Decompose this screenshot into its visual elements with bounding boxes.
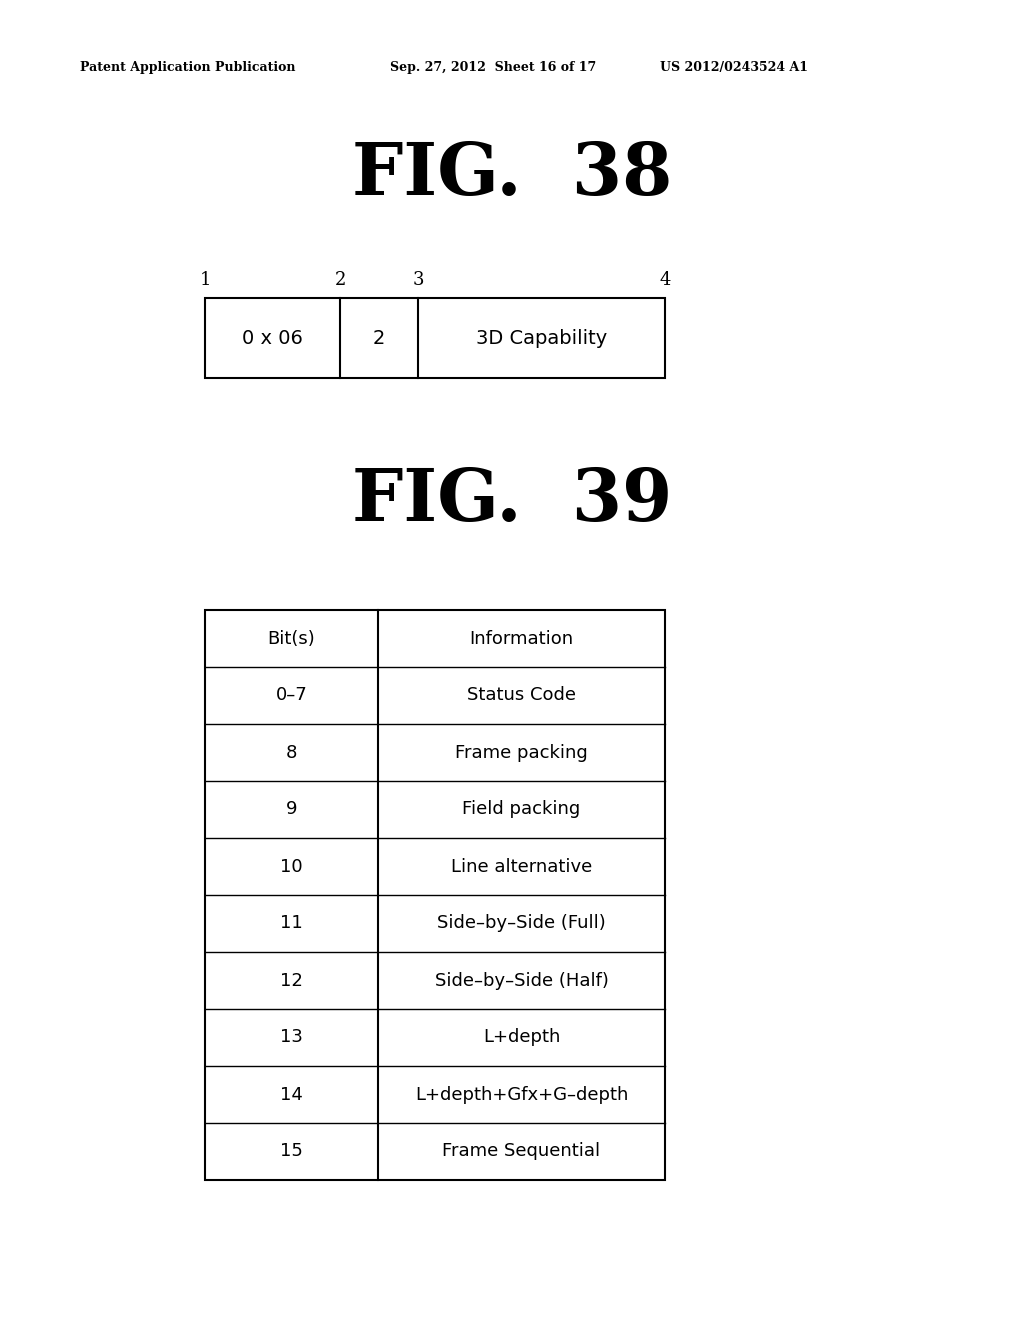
Text: 13: 13 — [280, 1028, 303, 1047]
Text: 2: 2 — [334, 271, 346, 289]
Text: FIG.  38: FIG. 38 — [352, 140, 672, 210]
Text: 3D Capability: 3D Capability — [476, 329, 607, 347]
Text: 10: 10 — [281, 858, 303, 875]
Text: Line alternative: Line alternative — [451, 858, 592, 875]
Text: Field packing: Field packing — [463, 800, 581, 818]
Text: US 2012/0243524 A1: US 2012/0243524 A1 — [660, 62, 808, 74]
Text: Frame Sequential: Frame Sequential — [442, 1143, 600, 1160]
Text: Sep. 27, 2012  Sheet 16 of 17: Sep. 27, 2012 Sheet 16 of 17 — [390, 62, 596, 74]
Text: Side–by–Side (Half): Side–by–Side (Half) — [434, 972, 608, 990]
Text: Patent Application Publication: Patent Application Publication — [80, 62, 296, 74]
Text: Status Code: Status Code — [467, 686, 575, 705]
Text: 0–7: 0–7 — [275, 686, 307, 705]
Text: 15: 15 — [280, 1143, 303, 1160]
Text: 4: 4 — [659, 271, 671, 289]
Text: Information: Information — [469, 630, 573, 648]
Bar — [205, 610, 665, 1180]
Text: FIG.  39: FIG. 39 — [352, 465, 672, 536]
Text: 9: 9 — [286, 800, 297, 818]
Text: Side–by–Side (Full): Side–by–Side (Full) — [437, 915, 606, 932]
Text: 11: 11 — [281, 915, 303, 932]
Text: 3: 3 — [413, 271, 424, 289]
Text: L+depth: L+depth — [482, 1028, 560, 1047]
Text: 14: 14 — [280, 1085, 303, 1104]
Text: 2: 2 — [373, 329, 385, 347]
Text: Bit(s): Bit(s) — [267, 630, 315, 648]
Text: 12: 12 — [280, 972, 303, 990]
Text: Frame packing: Frame packing — [455, 743, 588, 762]
Bar — [205, 298, 665, 378]
Text: L+depth+Gfx+G–depth: L+depth+Gfx+G–depth — [415, 1085, 628, 1104]
Text: 8: 8 — [286, 743, 297, 762]
Text: 1: 1 — [200, 271, 211, 289]
Text: 0 x 06: 0 x 06 — [242, 329, 303, 347]
